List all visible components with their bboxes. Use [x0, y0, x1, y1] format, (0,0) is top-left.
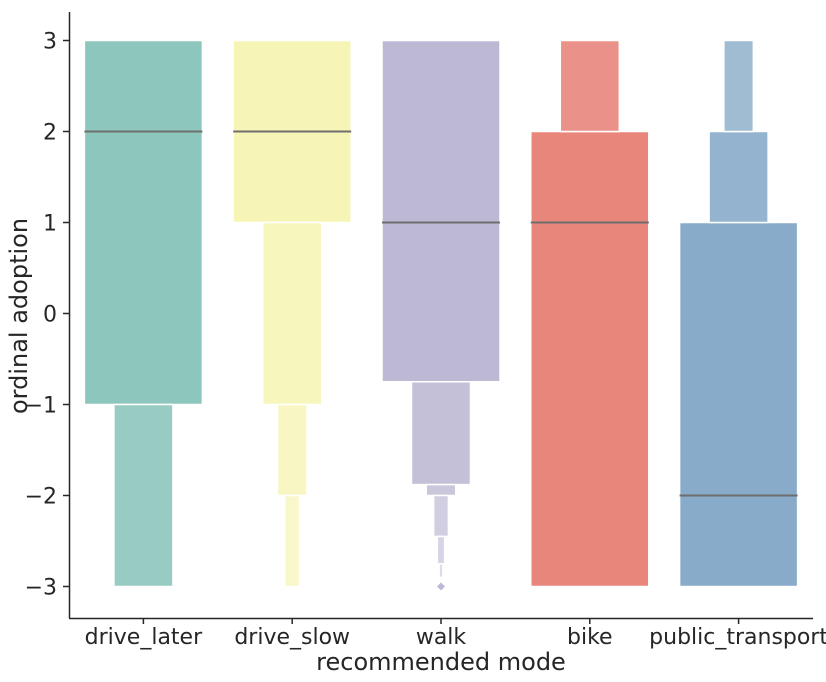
box-group-public_transport: [678, 39, 799, 588]
box-level-2: [723, 39, 755, 133]
plot-area: [83, 39, 799, 591]
box-level-1: [708, 130, 769, 224]
outlier-point: [437, 582, 445, 591]
y-axis: 3 2 1 0 −1 −2 −3: [25, 12, 71, 618]
box-group-drive_later: [83, 39, 204, 588]
box-level-0: [83, 39, 204, 406]
y-tick-label: 3: [43, 30, 57, 55]
box-level-1: [113, 403, 174, 588]
box-level-4: [436, 535, 446, 565]
y-tick-label: 1: [43, 212, 57, 237]
x-axis: drive_later drive_slow walk bike public_tran…: [69, 617, 826, 650]
x-tick-label: bike: [567, 625, 613, 650]
box-level-2: [425, 483, 457, 497]
box-level-1: [410, 381, 472, 486]
y-tick-label: −2: [25, 485, 57, 510]
x-tick-label: public_transport: [649, 625, 826, 650]
y-tick-label: 2: [43, 121, 57, 146]
y-tick-label: 0: [43, 303, 57, 328]
y-tick-label: −3: [25, 576, 57, 601]
box-level-0: [530, 130, 650, 588]
box-level-1: [559, 39, 621, 133]
box-group-drive_slow: [232, 39, 352, 588]
box-group-walk: [381, 39, 501, 591]
box-level-0: [381, 39, 501, 383]
x-tick-label: drive_slow: [234, 625, 350, 650]
y-tick-label: −1: [25, 394, 57, 419]
box-level-5: [438, 563, 444, 579]
box-group-bike: [530, 39, 650, 588]
box-level-2: [276, 403, 308, 497]
box-level-1: [261, 221, 323, 406]
box-level-0: [678, 221, 799, 588]
x-tick-label: walk: [416, 625, 467, 650]
x-tick-label: drive_later: [85, 625, 203, 650]
box-level-3: [284, 494, 301, 588]
x-axis-title: recommended mode: [316, 648, 566, 676]
box-level-3: [432, 494, 450, 538]
y-axis-title: ordinal adoption: [5, 218, 33, 414]
